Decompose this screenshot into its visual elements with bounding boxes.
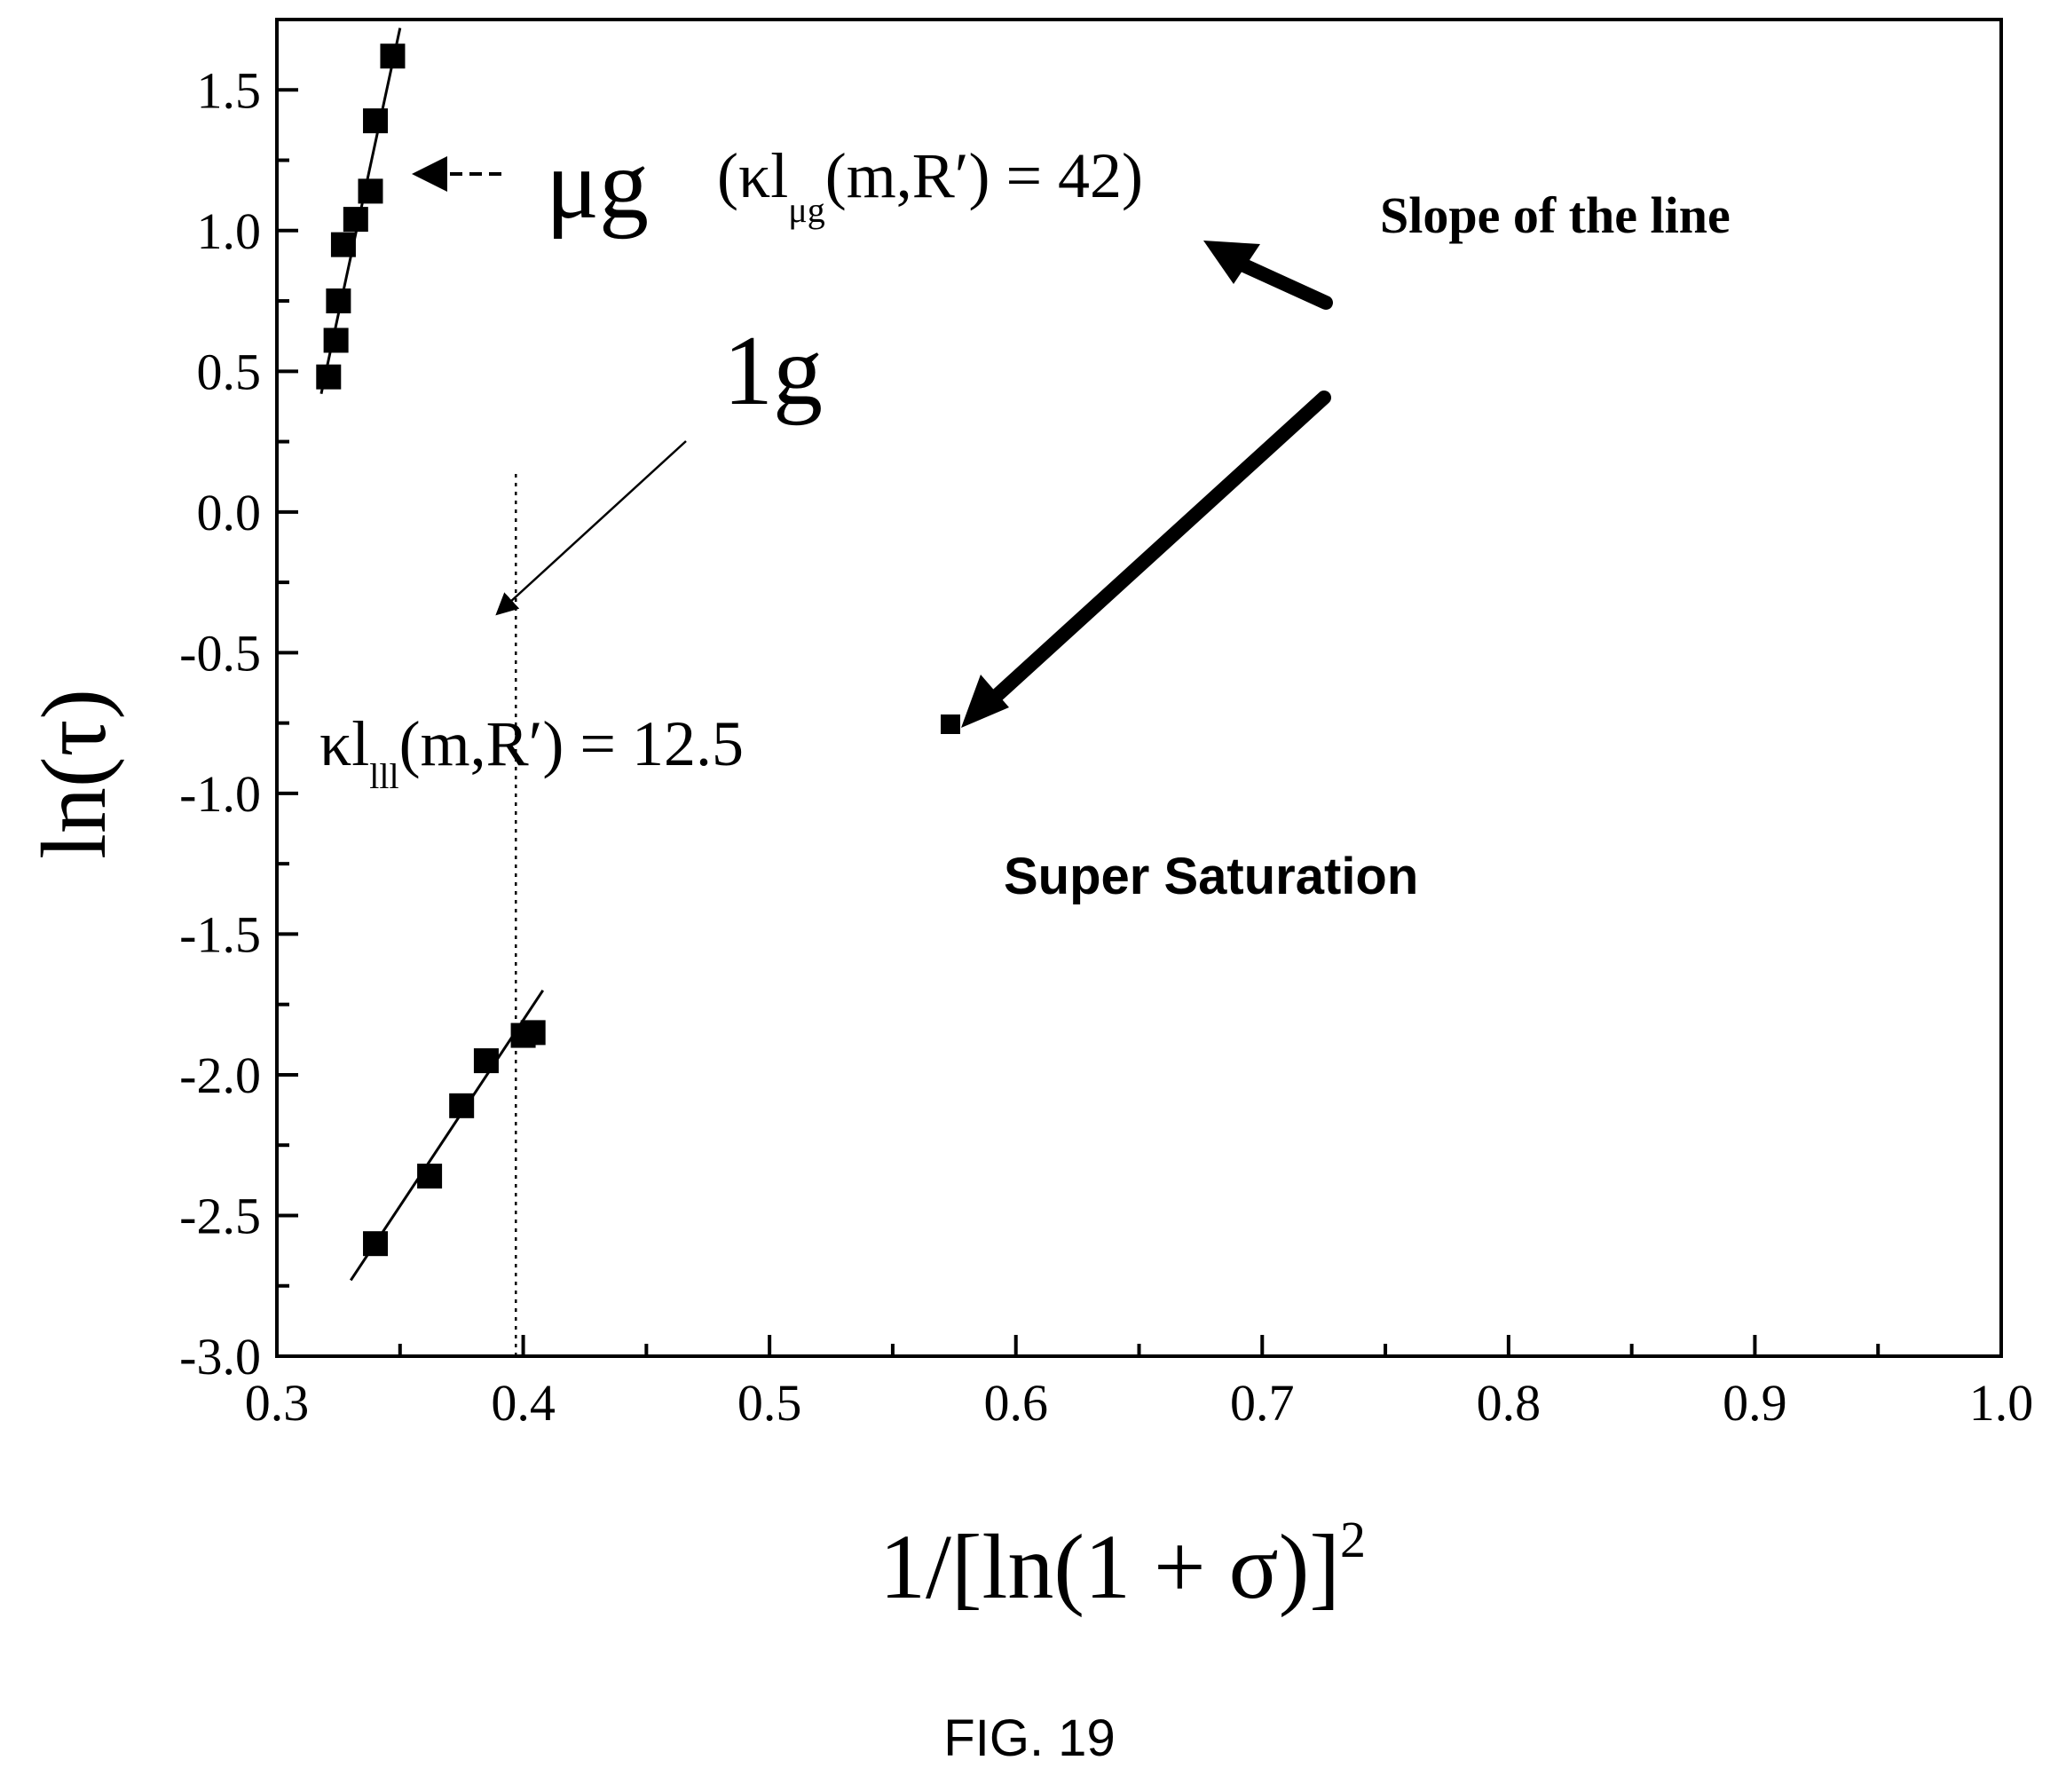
- x-axis-title: 1/[ln(1 + σ)]2: [879, 1511, 1366, 1618]
- mu-g-data-point: [323, 328, 349, 353]
- x-tick-label: 0.5: [737, 1374, 802, 1432]
- x-tick-label: 1.0: [1969, 1374, 2034, 1432]
- y-tick-label: -1.5: [179, 905, 261, 963]
- one-g-data-point: [417, 1164, 443, 1189]
- mu-g-data-point: [358, 178, 383, 204]
- one-g-slope-close: (m,R′) = 12.5: [399, 708, 744, 779]
- y-tick-label: 1.0: [197, 202, 262, 260]
- x-axis-ticks: 0.3 0.4 0.5 0.6 0.7 0.8 0.9 1.0: [245, 1335, 2034, 1432]
- one-g-slope-open: κl: [319, 708, 369, 779]
- x-axis-title-superscript: 2: [1340, 1511, 1366, 1568]
- mu-g-data-point: [343, 207, 368, 233]
- one-g-pointer-arrow: [495, 440, 687, 616]
- y-axis-ticks: 1.5 1.0 0.5 0.0 -0.5 -1.0 -1.5 -2.0 -2.5 -3.0: [179, 18, 298, 1385]
- y-tick-label: 1.5: [197, 61, 262, 119]
- y-tick-label: -0.5: [179, 624, 261, 682]
- x-axis-title-main: 1/[ln(1 + σ)]: [879, 1516, 1340, 1618]
- x-tick-label: 0.4: [491, 1374, 556, 1432]
- one-g-data-point: [520, 1020, 546, 1046]
- saturation-note: Super Saturation: [1004, 848, 1418, 905]
- one-g-slope-sub: lll: [369, 756, 398, 796]
- mu-g-data-point: [326, 288, 351, 314]
- slope-arrow-lower: [941, 391, 1331, 734]
- x-tick-label: 0.7: [1230, 1374, 1295, 1432]
- mu-g-slope-open: (κl: [717, 140, 788, 211]
- x-tick-label: 0.8: [1477, 1374, 1542, 1432]
- y-axis-title: ln(τ): [23, 689, 125, 859]
- mu-g-label: μg: [546, 130, 649, 240]
- mu-g-data-point: [330, 232, 356, 257]
- one-g-data-point: [449, 1093, 475, 1118]
- y-tick-label: 0.0: [197, 484, 262, 541]
- plot-frame: [275, 18, 2003, 1358]
- mu-g-slope-sub: μg: [788, 190, 824, 230]
- y-tick-label: -2.0: [179, 1046, 261, 1104]
- mu-g-slope-close: (m,R′) = 42): [825, 140, 1143, 211]
- slope-arrow-upper: [1203, 241, 1333, 310]
- x-tick-label: 0.9: [1723, 1374, 1787, 1432]
- y-tick-label: -3.0: [179, 1328, 261, 1385]
- one-g-label: 1g: [723, 316, 823, 426]
- one-g-slope-annotation: κllll(m,R′) = 12.5: [319, 708, 744, 796]
- mu-g-data-point: [363, 108, 389, 134]
- slope-note: Slope of the line: [1380, 186, 1731, 244]
- one-g-data-point: [363, 1231, 389, 1257]
- figure-caption: FIG. 19: [943, 1709, 1115, 1767]
- y-tick-label: -2.5: [179, 1187, 261, 1244]
- one-g-data-point: [473, 1048, 499, 1074]
- mu-g-data-point: [316, 364, 342, 390]
- x-tick-label: 0.3: [245, 1374, 310, 1432]
- mu-g-slope-annotation: (κlμg(m,R′) = 42): [717, 140, 1143, 230]
- series-layer: [316, 28, 546, 1282]
- y-tick-label: -1.0: [179, 765, 261, 823]
- x-tick-label: 0.6: [983, 1374, 1048, 1432]
- y-tick-label: 0.5: [197, 343, 262, 400]
- mu-g-data-point: [380, 43, 406, 69]
